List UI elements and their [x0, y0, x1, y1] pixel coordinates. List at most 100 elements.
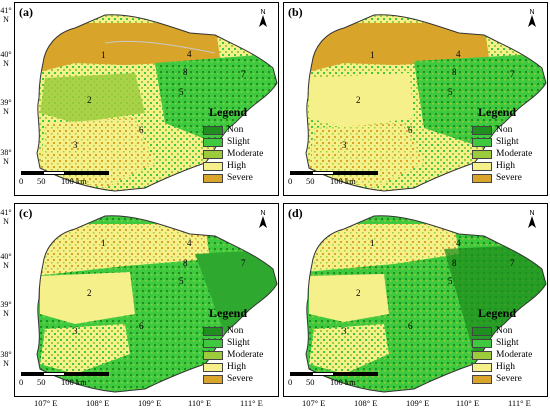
scale-segment — [65, 171, 109, 175]
scale-label: 100 km — [61, 176, 87, 186]
legend-label: Slight — [227, 338, 250, 348]
legend-swatch — [203, 374, 223, 384]
legend-item-slight: Slight — [203, 337, 278, 349]
legend-item-non: Non — [203, 325, 278, 337]
legend-item-non: Non — [472, 325, 547, 337]
legend-item-severe: Severe — [203, 172, 278, 184]
legend-item-moderate: Moderate — [203, 349, 278, 361]
legend-item-high: High — [203, 361, 278, 373]
legend-label: Slight — [496, 338, 519, 348]
legend-swatch — [203, 338, 223, 348]
legend-swatch — [203, 149, 223, 159]
legend-label: Non — [496, 125, 513, 135]
legend-swatch — [203, 173, 223, 183]
legend-swatch — [472, 137, 492, 147]
legend-title: Legend — [478, 306, 517, 320]
x-label: 110° E — [456, 398, 480, 408]
legend-label: Non — [227, 326, 244, 336]
legend-label: Moderate — [496, 149, 533, 159]
legend-swatch — [203, 125, 223, 135]
scale-label: 50 — [37, 176, 46, 186]
scale-label: 100 km — [61, 377, 87, 387]
legend-swatch — [472, 326, 492, 336]
panel-label: (d) — [288, 206, 303, 220]
x-label: 109° E — [406, 398, 430, 408]
legend-swatch — [203, 137, 223, 147]
y-label-41: 41° N — [0, 6, 12, 24]
map-panel-d: (d) N Legend Non Slight Moderate High Se… — [283, 203, 548, 397]
x-label: 108° E — [86, 398, 110, 408]
legend-item-severe: Severe — [472, 172, 547, 184]
legend: Legend Non Slight Moderate High Severe — [203, 105, 278, 184]
y-label-39: 39° N — [0, 300, 12, 318]
legend-item-non: Non — [203, 124, 278, 136]
legend-label: Severe — [496, 374, 522, 384]
legend-item-non: Non — [472, 124, 547, 136]
y-label-39: 39° N — [0, 98, 12, 116]
svg-text:N: N — [260, 210, 265, 217]
svg-text:N: N — [529, 210, 534, 217]
north-arrow-icon: N — [256, 7, 270, 29]
legend-label: Severe — [227, 374, 253, 384]
legend-label: Moderate — [496, 350, 533, 360]
legend-label: High — [227, 362, 246, 372]
legend-item-moderate: Moderate — [472, 349, 547, 361]
legend-label: Slight — [227, 137, 250, 147]
legend-title: Legend — [209, 105, 248, 119]
legend-swatch — [203, 326, 223, 336]
legend-label: Non — [227, 125, 244, 135]
y-label-38: 38° N — [0, 148, 12, 166]
legend-swatch — [472, 350, 492, 360]
scale-segment — [312, 372, 334, 376]
panel-label: (c) — [19, 206, 33, 220]
legend-swatch — [472, 125, 492, 135]
x-label: 110° E — [188, 398, 212, 408]
y-label-40: 40° N — [0, 50, 12, 68]
panel-label: (a) — [19, 5, 33, 19]
x-label: 109° E — [138, 398, 162, 408]
scale-bar: 0 50 100 km — [288, 171, 380, 195]
scale-label: 50 — [37, 377, 46, 387]
legend-swatch — [203, 362, 223, 372]
legend-swatch — [472, 374, 492, 384]
legend: Legend Non Slight Moderate High Severe — [472, 306, 547, 385]
scale-label: 0 — [19, 377, 24, 387]
legend-swatch — [203, 161, 223, 171]
legend-item-slight: Slight — [472, 337, 547, 349]
legend-item-slight: Slight — [203, 136, 278, 148]
legend-label: High — [496, 362, 515, 372]
scale-bar: 0 50 100 km — [288, 372, 380, 396]
svg-text:N: N — [529, 9, 534, 16]
scale-segment — [21, 372, 43, 376]
y-label-40: 40° N — [0, 252, 12, 270]
scale-segment — [43, 372, 65, 376]
scale-label: 0 — [288, 176, 293, 186]
legend-swatch — [203, 350, 223, 360]
north-arrow-icon: N — [525, 208, 539, 230]
scale-segment — [65, 372, 109, 376]
legend-swatch — [472, 338, 492, 348]
legend-label: Severe — [496, 173, 522, 183]
legend-swatch — [472, 173, 492, 183]
legend-item-moderate: Moderate — [472, 148, 547, 160]
north-letter: N — [260, 9, 265, 16]
panel-label: (b) — [288, 5, 303, 19]
legend-item-high: High — [472, 160, 547, 172]
legend-item-high: High — [203, 160, 278, 172]
y-label-38: 38° N — [0, 350, 12, 368]
scale-bar: 0 50 100 km — [19, 171, 111, 195]
map-panel-b: (b) N Legend Non Slight Moderate High Se… — [283, 2, 548, 196]
legend-label: Moderate — [227, 350, 264, 360]
scale-bar: 0 50 100 km — [19, 372, 111, 396]
legend-item-severe: Severe — [203, 373, 278, 385]
scale-segment — [290, 372, 312, 376]
scale-label: 100 km — [330, 377, 356, 387]
legend-label: Slight — [496, 137, 519, 147]
y-label-41: 41° N — [0, 208, 12, 226]
x-label: 107° E — [34, 398, 58, 408]
scale-segment — [21, 171, 43, 175]
x-label: 107° E — [302, 398, 326, 408]
legend-item-high: High — [472, 361, 547, 373]
legend-swatch — [472, 362, 492, 372]
scale-segment — [334, 171, 378, 175]
